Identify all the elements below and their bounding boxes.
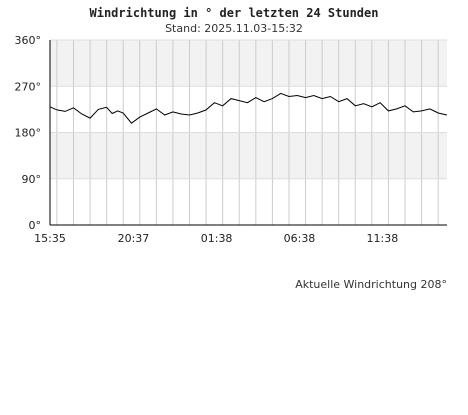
x-tick-label-3: 06:38 xyxy=(284,232,316,245)
x-tick-label-2: 01:38 xyxy=(201,232,233,245)
y-tick-label-4: 360° xyxy=(15,34,42,47)
x-tick-label-0: 15:35 xyxy=(34,232,66,245)
y-tick-labels: 0° 90° 180° 270° 360° xyxy=(15,34,42,232)
y-tick-label-0: 0° xyxy=(29,219,42,232)
chart-subtitle: Stand: 2025.11.03-15:32 xyxy=(165,22,303,35)
grid-lines xyxy=(50,39,447,225)
chart-title: Windrichtung in ° der letzten 24 Stunden xyxy=(90,6,379,20)
x-tick-label-4: 11:38 xyxy=(367,232,399,245)
shaded-band-1 xyxy=(50,40,447,87)
y-tick-label-2: 180° xyxy=(15,127,42,140)
current-direction-label: Aktuelle Windrichtung 208° xyxy=(295,278,447,291)
x-tick-label-1: 20:37 xyxy=(118,232,150,245)
series-group xyxy=(49,92,448,124)
series-line-0 xyxy=(49,92,448,124)
x-tick-labels: 15:35 20:37 01:38 06:38 11:38 xyxy=(34,232,398,245)
axes xyxy=(49,40,447,226)
shaded-bands xyxy=(50,40,447,179)
y-tick-label-3: 270° xyxy=(15,80,42,93)
shaded-band-0 xyxy=(50,132,447,179)
y-tick-label-1: 90° xyxy=(22,173,42,186)
